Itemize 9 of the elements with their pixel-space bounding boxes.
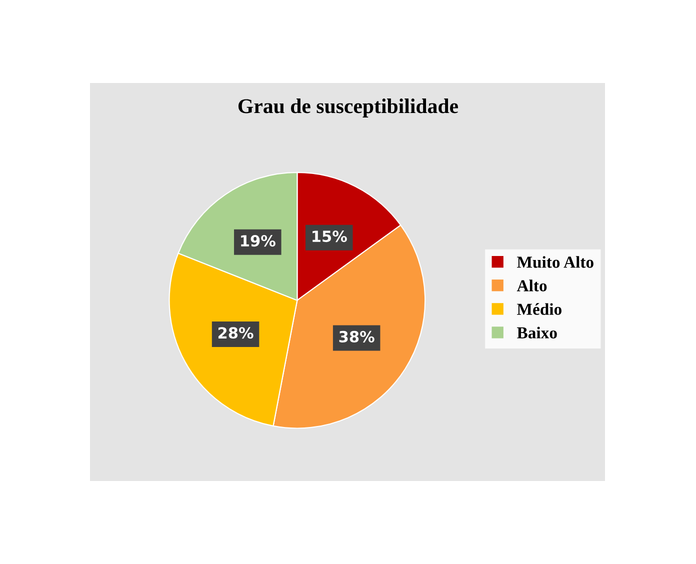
legend-label: Baixo: [517, 326, 557, 338]
data-label: 28%: [218, 327, 254, 339]
legend-label: Médio: [517, 303, 562, 315]
legend-label: Alto: [516, 280, 547, 292]
legend-label: Muito Alto: [517, 256, 594, 268]
data-label: 15%: [312, 230, 347, 242]
data-label: 19%: [241, 235, 276, 247]
chart-title: Grau de susceptibilidade: [238, 98, 458, 118]
data-label: 38%: [339, 330, 374, 342]
